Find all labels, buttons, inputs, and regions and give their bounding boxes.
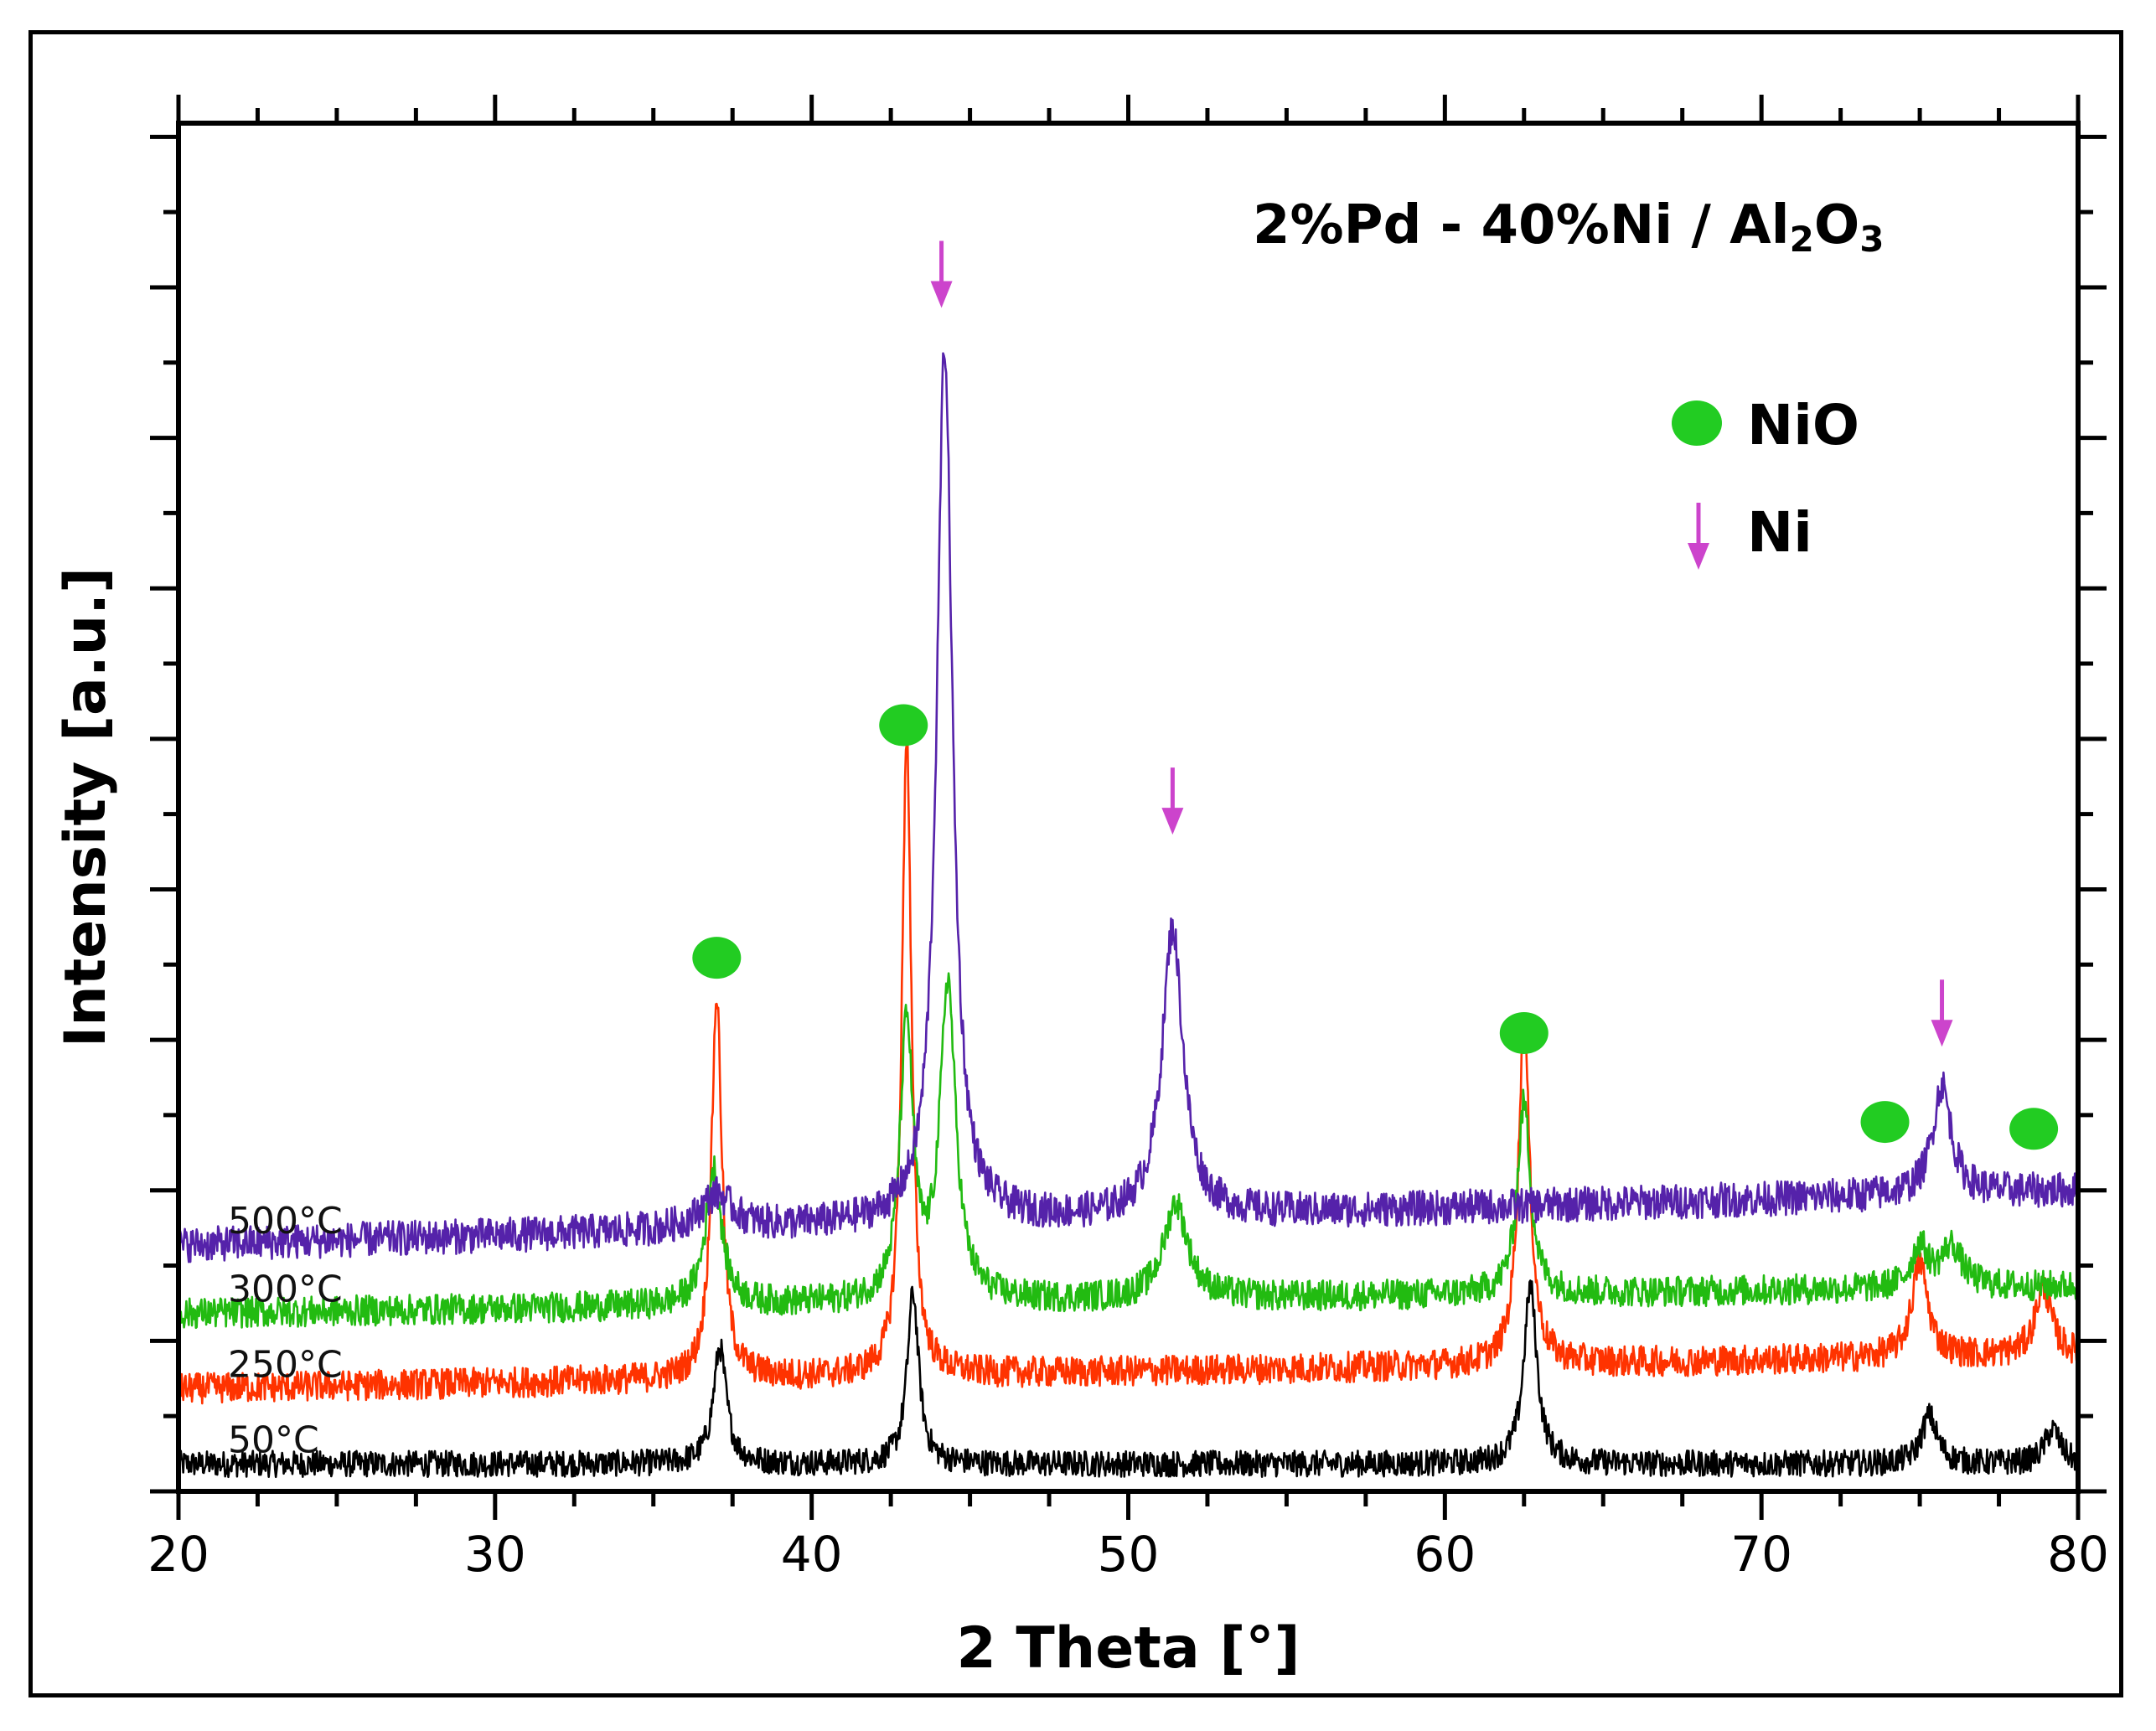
series-line-1 [177,733,2080,1405]
series-line-3 [177,352,2079,1263]
legend-ni-arrow-icon [1688,503,1709,570]
x-axis-title: 2 Theta [°] [956,1615,1300,1682]
x-tick-label: 60 [1414,1526,1476,1583]
x-tick-labels: 20 30 40 50 60 70 80 [147,1526,2109,1583]
legend-nio-label: NiO [1747,393,1859,457]
series-line-0 [177,1279,2080,1479]
legend-nio-circle-icon [1672,400,1722,446]
markers-layer [692,240,2059,1150]
legend-ni-arrow-shape [1688,503,1709,570]
nio-peak-marker [1499,1011,1548,1054]
figure-frame [28,30,2123,1697]
x-tick-label: 30 [464,1526,526,1583]
nio-peak-marker [2009,1108,2059,1150]
ni-peak-arrow-icon [930,240,953,308]
series-line-2 [177,972,2079,1330]
series-label-1: 250°C [228,1344,343,1387]
title-mid: O [1814,194,1859,256]
x-tick-label: 40 [781,1526,843,1583]
series-label-3: 500°C [228,1200,343,1243]
x-tick-label: 80 [2047,1526,2109,1583]
ni-peak-arrow-icon [1161,767,1184,835]
ticks-layer [150,95,2107,1520]
series-label-2: 300°C [228,1269,343,1311]
x-tick-label: 70 [1730,1526,1792,1583]
y-axis-title: Intensity [a.u.] [53,567,119,1047]
legend: NiO Ni [1672,393,1859,570]
title-sub-1: 2 [1790,219,1814,260]
series-label-0: 50°C [228,1418,319,1461]
series-layer [177,352,2080,1479]
x-tick-label: 50 [1098,1526,1160,1583]
chart-title: 2%Pd - 40%Ni / Al2O3 [1253,194,1884,260]
series-labels: 50°C 250°C 300°C 500°C [228,1200,343,1461]
ni-peak-arrow-icon [1931,979,1953,1047]
nio-peak-marker [692,937,742,979]
legend-ni-label: Ni [1747,500,1812,565]
nio-peak-marker [1860,1101,1910,1144]
title-sub-2: 3 [1859,219,1884,260]
title-main: 2%Pd - 40%Ni / Al [1253,194,1790,256]
x-tick-label: 20 [147,1526,209,1583]
nio-peak-marker [879,704,928,747]
